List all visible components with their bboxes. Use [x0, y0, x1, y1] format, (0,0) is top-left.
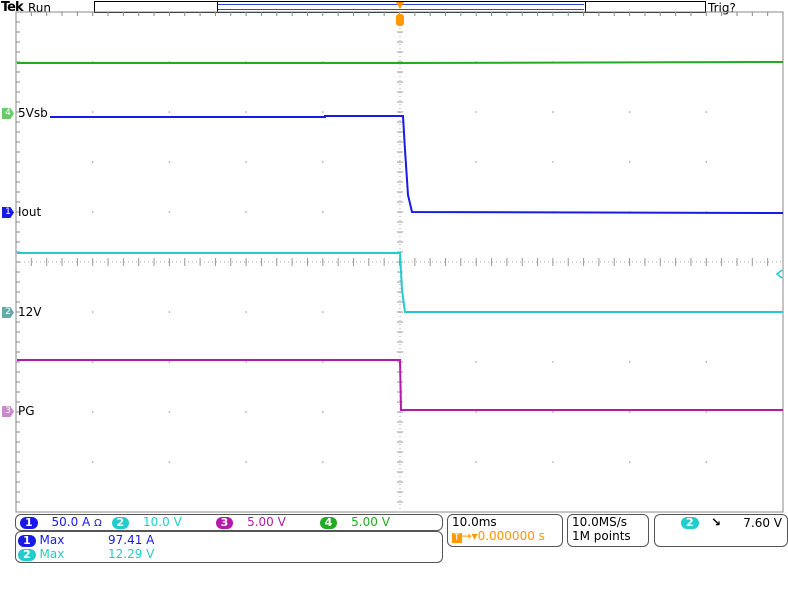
ch3-label: PG: [18, 404, 35, 418]
trigger-source-badge: 2: [681, 517, 699, 529]
measurement-panel: 1 Max 97.41 A 2 Max 12.29 V: [15, 531, 443, 563]
measurement-1[interactable]: 1 Max 97.41 A: [18, 533, 154, 547]
graticule: [15, 2, 784, 513]
brand-logo: Tek: [1, 0, 24, 15]
trigger-position-icon: T: [452, 533, 462, 543]
ch4-label: 5Vsb: [18, 106, 48, 120]
horizontal-panel[interactable]: 10.0ms T →▾0.000000 s: [447, 514, 563, 547]
acquisition-panel[interactable]: 10.0MS/s 1M points: [567, 514, 649, 547]
trigger-level: 7.60 V: [743, 516, 782, 530]
falling-edge-icon: ↘: [711, 515, 722, 529]
measurement-2[interactable]: 2 Max 12.29 V: [18, 547, 154, 561]
trigger-record-marker: [396, 2, 404, 9]
ch3-badge[interactable]: 3: [215, 517, 234, 529]
trigger-position-marker: [396, 14, 404, 26]
ohm-bw-icon: Ω: [94, 518, 102, 529]
ch3-marker[interactable]: 3: [2, 406, 14, 417]
record-length: 1M points: [572, 529, 631, 543]
ch4-badge[interactable]: 4: [319, 517, 338, 529]
trigger-level-arrow: [775, 269, 783, 279]
ch2-badge[interactable]: 2: [111, 517, 130, 529]
sample-rate: 10.0MS/s: [572, 515, 627, 529]
ch1-marker[interactable]: 1: [2, 207, 14, 218]
ch1-scale[interactable]: 50.0 A: [51, 515, 91, 529]
ch1-label: Iout: [18, 205, 42, 219]
ch3-waveform: [17, 359, 783, 411]
ch3-scale[interactable]: 5.00 V: [247, 515, 286, 529]
ch1-waveform: [50, 115, 784, 214]
trigger-panel[interactable]: 2 ↘ 7.60 V: [654, 514, 788, 547]
horizontal-position: T →▾0.000000 s: [452, 529, 545, 543]
ch4-marker[interactable]: 4: [2, 108, 14, 119]
channel-scale-bar: 1 50.0 A Ω 2 10.0 V 3 5.00 V 4 5.00 V: [15, 514, 443, 531]
ch1-badge[interactable]: 1: [20, 517, 38, 529]
ch2-marker[interactable]: 2: [2, 307, 14, 318]
ch2-label: 12V: [18, 305, 42, 319]
ch4-scale[interactable]: 5.00 V: [351, 515, 390, 529]
ch2-scale[interactable]: 10.0 V: [143, 515, 182, 529]
ch2-waveform: [17, 252, 783, 313]
ch4-waveform: [17, 61, 784, 64]
horizontal-scale: 10.0ms: [452, 515, 497, 529]
